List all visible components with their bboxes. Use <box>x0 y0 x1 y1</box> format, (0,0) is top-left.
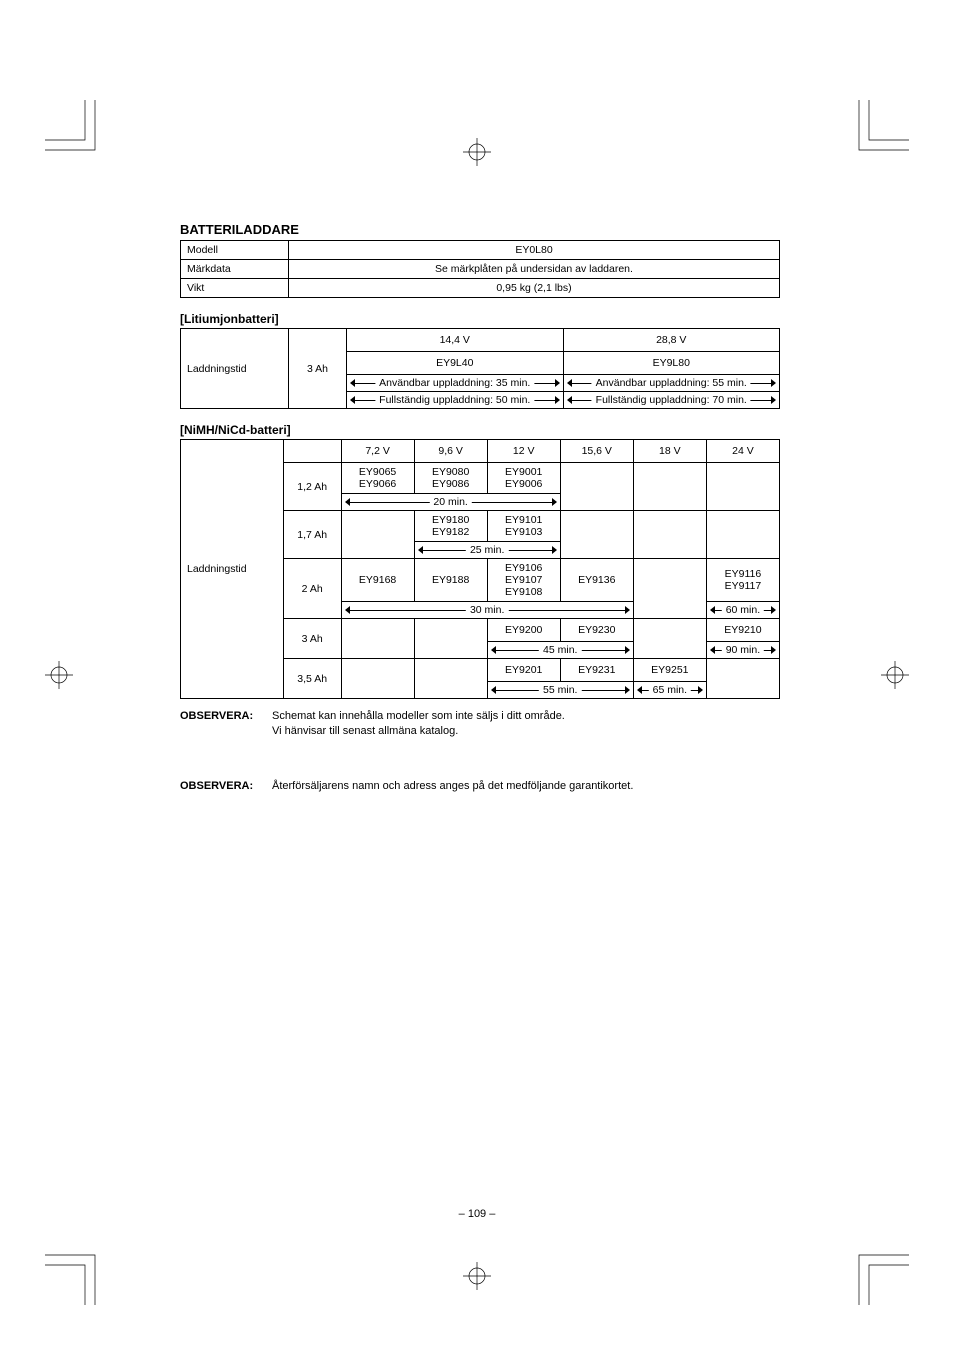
empty-cell <box>706 511 779 559</box>
empty-cell <box>633 463 706 511</box>
charger-title: BATTERILADDARE <box>180 222 780 238</box>
label-cell: Vikt <box>181 279 289 298</box>
model-cell: EY9201 <box>487 659 560 682</box>
row-label: Laddningstid <box>181 440 284 699</box>
time-arrow-cell: Användbar uppladdning: 55 min. <box>563 375 780 392</box>
model-cell: EY9231 <box>560 659 633 682</box>
model-cell: EY9101EY9103 <box>487 511 560 542</box>
table-row: Laddningstid 3 Ah 14,4 V 28,8 V <box>181 329 780 352</box>
empty-cell <box>283 440 341 463</box>
model-cell: EY9L80 <box>563 352 780 375</box>
capacity-cell: 3 Ah <box>283 619 341 659</box>
voltage-cell: 14,4 V <box>347 329 564 352</box>
time-arrow-cell: Fullständig uppladdning: 50 min. <box>347 392 564 409</box>
lithium-title: [Litiumjonbatteri] <box>180 312 780 326</box>
empty-cell <box>341 511 414 559</box>
crop-mark-left <box>45 661 73 689</box>
crop-mark-bottom <box>463 1262 491 1290</box>
crop-mark-tr <box>854 100 909 155</box>
time-arrow-cell: Användbar uppladdning: 35 min. <box>347 375 564 392</box>
value-cell: Se märkplåten på undersidan av laddaren. <box>289 260 780 279</box>
empty-cell <box>414 619 487 659</box>
model-cell: EY9168 <box>341 559 414 602</box>
nimh-table: Laddningstid 7,2 V 9,6 V 12 V 15,6 V 18 … <box>180 439 780 699</box>
table-row: Märkdata Se märkplåten på undersidan av … <box>181 260 780 279</box>
capacity-cell: 1,2 Ah <box>283 463 341 511</box>
crop-mark-br <box>854 1250 909 1305</box>
empty-cell <box>633 511 706 559</box>
empty-cell <box>706 463 779 511</box>
model-cell: EY9106EY9107EY9108 <box>487 559 560 602</box>
model-cell: EY9116EY9117 <box>706 559 779 602</box>
model-cell: EY9188 <box>414 559 487 602</box>
empty-cell <box>560 511 633 559</box>
note-label: OBSERVERA: <box>180 779 272 794</box>
time-arrow-cell: 30 min. <box>341 602 633 619</box>
empty-cell <box>560 463 633 511</box>
model-cell: EY9180EY9182 <box>414 511 487 542</box>
capacity-cell: 3 Ah <box>289 329 347 409</box>
time-arrow-cell: 25 min. <box>414 542 560 559</box>
value-cell: 0,95 kg (2,1 lbs) <box>289 279 780 298</box>
note-text: Schemat kan innehålla modeller som inte … <box>272 709 772 739</box>
model-cell: EY9230 <box>560 619 633 642</box>
crop-mark-bl <box>45 1250 100 1305</box>
voltage-header: 18 V <box>633 440 706 463</box>
row-label: Laddningstid <box>181 329 289 409</box>
nimh-title: [NiMH/NiCd-batteri] <box>180 423 780 437</box>
time-arrow-cell: 65 min. <box>633 682 706 699</box>
lithium-table: Laddningstid 3 Ah 14,4 V 28,8 V EY9L40 E… <box>180 328 780 409</box>
voltage-header: 12 V <box>487 440 560 463</box>
model-cell: EY9080EY9086 <box>414 463 487 494</box>
label-cell: Modell <box>181 241 289 260</box>
empty-cell <box>706 659 779 699</box>
model-cell: EY9001EY9006 <box>487 463 560 494</box>
time-arrow-cell: Fullständig uppladdning: 70 min. <box>563 392 780 409</box>
crop-mark-top <box>463 138 491 166</box>
model-cell: EY9200 <box>487 619 560 642</box>
voltage-header: 15,6 V <box>560 440 633 463</box>
time-arrow-cell: 20 min. <box>341 494 560 511</box>
empty-cell <box>633 619 706 659</box>
empty-cell <box>341 619 414 659</box>
capacity-cell: 2 Ah <box>283 559 341 619</box>
time-arrow-cell: 90 min. <box>706 642 779 659</box>
table-row: Vikt 0,95 kg (2,1 lbs) <box>181 279 780 298</box>
voltage-header: 7,2 V <box>341 440 414 463</box>
model-cell: EY9L40 <box>347 352 564 375</box>
empty-cell <box>341 659 414 699</box>
voltage-header: 9,6 V <box>414 440 487 463</box>
voltage-header: 24 V <box>706 440 779 463</box>
note-text: Återförsäljarens namn och adress anges p… <box>272 779 772 794</box>
table-row: Laddningstid 7,2 V 9,6 V 12 V 15,6 V 18 … <box>181 440 780 463</box>
crop-mark-right <box>881 661 909 689</box>
value-cell: EY0L80 <box>289 241 780 260</box>
empty-cell <box>633 559 706 619</box>
capacity-cell: 3,5 Ah <box>283 659 341 699</box>
note-1: OBSERVERA:Schemat kan innehålla modeller… <box>180 709 780 739</box>
model-cell: EY9210 <box>706 619 779 642</box>
note-2: OBSERVERA:Återförsäljarens namn och adre… <box>180 779 780 794</box>
capacity-cell: 1,7 Ah <box>283 511 341 559</box>
model-cell: EY9065EY9066 <box>341 463 414 494</box>
voltage-cell: 28,8 V <box>563 329 780 352</box>
table-row: Modell EY0L80 <box>181 241 780 260</box>
crop-mark-tl <box>45 100 100 155</box>
charger-table: Modell EY0L80 Märkdata Se märkplåten på … <box>180 240 780 298</box>
time-arrow-cell: 55 min. <box>487 682 633 699</box>
time-arrow-cell: 45 min. <box>487 642 633 659</box>
time-arrow-cell: 60 min. <box>706 602 779 619</box>
empty-cell <box>414 659 487 699</box>
page-number: – 109 – <box>459 1208 496 1220</box>
model-cell: EY9136 <box>560 559 633 602</box>
label-cell: Märkdata <box>181 260 289 279</box>
model-cell: EY9251 <box>633 659 706 682</box>
note-label: OBSERVERA: <box>180 709 272 724</box>
